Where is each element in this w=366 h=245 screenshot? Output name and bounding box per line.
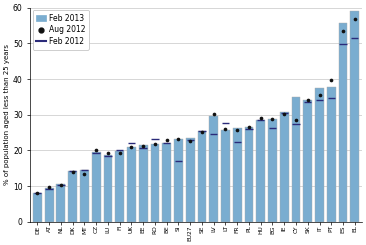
Point	[140, 144, 146, 148]
Point	[234, 128, 240, 132]
Point	[199, 130, 205, 134]
Bar	[139, 145, 147, 222]
Point	[281, 112, 287, 116]
Point	[305, 98, 311, 102]
Point	[352, 17, 358, 21]
Point	[46, 185, 52, 189]
Bar	[327, 87, 336, 222]
Point	[164, 138, 169, 142]
Point	[176, 137, 182, 141]
Point	[58, 184, 64, 187]
Point	[340, 29, 346, 33]
Point	[187, 139, 193, 143]
Bar	[303, 100, 312, 222]
Point	[258, 116, 264, 120]
Point	[293, 118, 299, 122]
Bar	[244, 127, 253, 222]
Bar	[150, 144, 159, 222]
Point	[246, 125, 252, 129]
Bar	[186, 138, 195, 222]
Bar	[256, 121, 265, 222]
Legend: Feb 2013, Aug 2012, Feb 2012: Feb 2013, Aug 2012, Feb 2012	[33, 10, 89, 50]
Bar	[280, 112, 289, 222]
Point	[128, 145, 134, 149]
Point	[34, 191, 40, 195]
Bar	[292, 97, 300, 222]
Bar	[198, 131, 206, 222]
Bar	[127, 147, 136, 222]
Point	[223, 127, 228, 131]
Point	[211, 112, 217, 116]
Bar	[174, 139, 183, 222]
Point	[317, 94, 322, 98]
Bar	[339, 23, 347, 222]
Point	[328, 79, 334, 83]
Bar	[209, 116, 218, 222]
Bar	[221, 130, 230, 222]
Bar	[233, 128, 242, 222]
Bar	[92, 152, 101, 222]
Point	[70, 170, 76, 173]
Point	[152, 142, 158, 146]
Point	[82, 172, 87, 176]
Point	[117, 151, 123, 155]
Bar	[115, 151, 124, 222]
Point	[93, 148, 99, 152]
Bar	[268, 119, 277, 222]
Point	[270, 117, 276, 121]
Bar	[104, 155, 112, 222]
Bar	[80, 170, 89, 222]
Point	[105, 151, 111, 155]
Y-axis label: % of population aged less than 25 years: % of population aged less than 25 years	[4, 44, 10, 185]
Bar	[68, 171, 77, 222]
Bar	[33, 193, 42, 222]
Bar	[350, 11, 359, 222]
Bar	[315, 88, 324, 222]
Bar	[162, 143, 171, 222]
Bar	[56, 184, 65, 222]
Bar	[45, 188, 53, 222]
